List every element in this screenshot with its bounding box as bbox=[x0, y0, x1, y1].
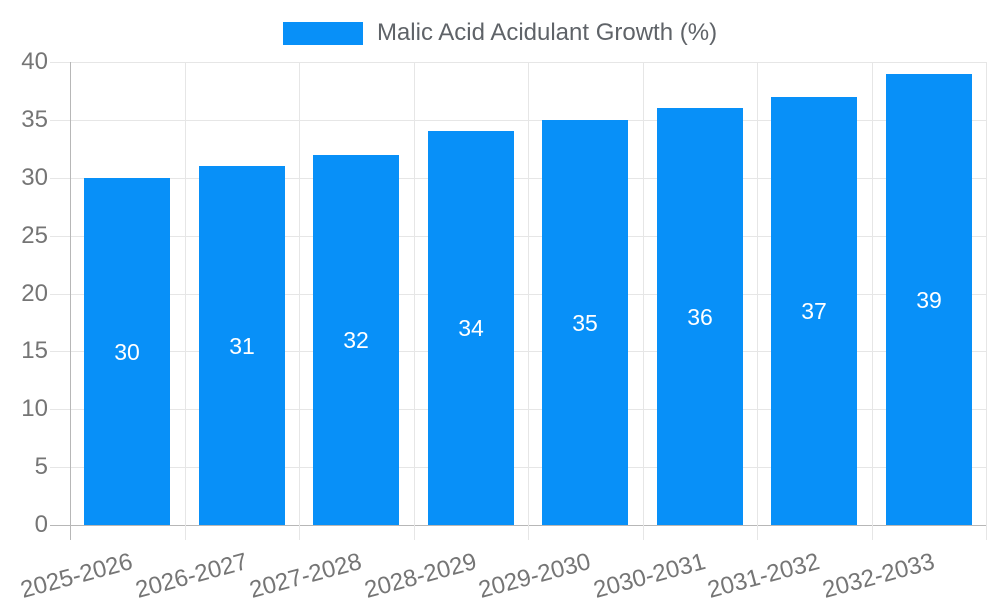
x-tick-label: 2028-2029 bbox=[361, 548, 480, 600]
y-gridline bbox=[50, 62, 986, 63]
bar[interactable]: 39 bbox=[886, 74, 972, 525]
y-gridline bbox=[50, 120, 986, 121]
y-tick-label: 10 bbox=[21, 395, 48, 422]
bar[interactable]: 32 bbox=[313, 155, 399, 525]
legend: Malic Acid Acidulant Growth (%) bbox=[0, 19, 1000, 47]
x-axis-baseline bbox=[50, 525, 986, 526]
bar-value-label: 36 bbox=[687, 304, 713, 330]
bar[interactable]: 34 bbox=[428, 131, 514, 525]
bar[interactable]: 36 bbox=[657, 108, 743, 525]
x-gridline bbox=[528, 62, 529, 540]
x-tick-label: 2025-2026 bbox=[17, 548, 136, 600]
x-gridline bbox=[185, 62, 186, 540]
bar[interactable]: 37 bbox=[771, 97, 857, 525]
x-tick-label: 2027-2028 bbox=[246, 548, 365, 600]
y-tick-label: 40 bbox=[21, 48, 48, 75]
bar[interactable]: 31 bbox=[199, 166, 285, 525]
bar-value-label: 32 bbox=[343, 327, 369, 353]
x-gridline bbox=[757, 62, 758, 540]
bar[interactable]: 30 bbox=[84, 178, 170, 525]
y-tick-label: 30 bbox=[21, 164, 48, 191]
x-tick-label: 2030-2031 bbox=[590, 548, 709, 600]
x-tick-label: 2032-2033 bbox=[819, 548, 938, 600]
legend-swatch-icon bbox=[282, 21, 363, 45]
y-tick-label: 5 bbox=[34, 453, 48, 480]
bar-value-label: 31 bbox=[229, 333, 255, 359]
x-gridline bbox=[643, 62, 644, 540]
x-gridline bbox=[986, 62, 987, 540]
y-tick-label: 25 bbox=[21, 222, 48, 249]
y-tick-label: 35 bbox=[21, 106, 48, 133]
y-gridline bbox=[50, 236, 986, 237]
x-gridline bbox=[414, 62, 415, 540]
y-gridline bbox=[50, 409, 986, 410]
legend-item[interactable]: Malic Acid Acidulant Growth (%) bbox=[282, 19, 718, 47]
y-axis-line bbox=[70, 62, 71, 540]
x-tick-label: 2029-2030 bbox=[475, 548, 594, 600]
y-gridline bbox=[50, 294, 986, 295]
x-tick-label: 2026-2027 bbox=[132, 548, 251, 600]
x-tick-label: 2031-2032 bbox=[704, 548, 823, 600]
bar[interactable]: 35 bbox=[542, 120, 628, 525]
y-gridline bbox=[50, 467, 986, 468]
x-gridline bbox=[872, 62, 873, 540]
y-tick-label: 20 bbox=[21, 280, 48, 307]
legend-label: Malic Acid Acidulant Growth (%) bbox=[376, 19, 718, 46]
bar-value-label: 37 bbox=[801, 298, 827, 324]
bar-value-label: 30 bbox=[114, 339, 140, 365]
x-gridline bbox=[299, 62, 300, 540]
y-tick-label: 15 bbox=[21, 337, 48, 364]
bar-value-label: 34 bbox=[458, 315, 484, 341]
y-gridline bbox=[50, 351, 986, 352]
y-gridline bbox=[50, 178, 986, 179]
bar-value-label: 35 bbox=[572, 310, 598, 336]
y-tick-label: 0 bbox=[34, 511, 48, 538]
bar-value-label: 39 bbox=[916, 287, 942, 313]
